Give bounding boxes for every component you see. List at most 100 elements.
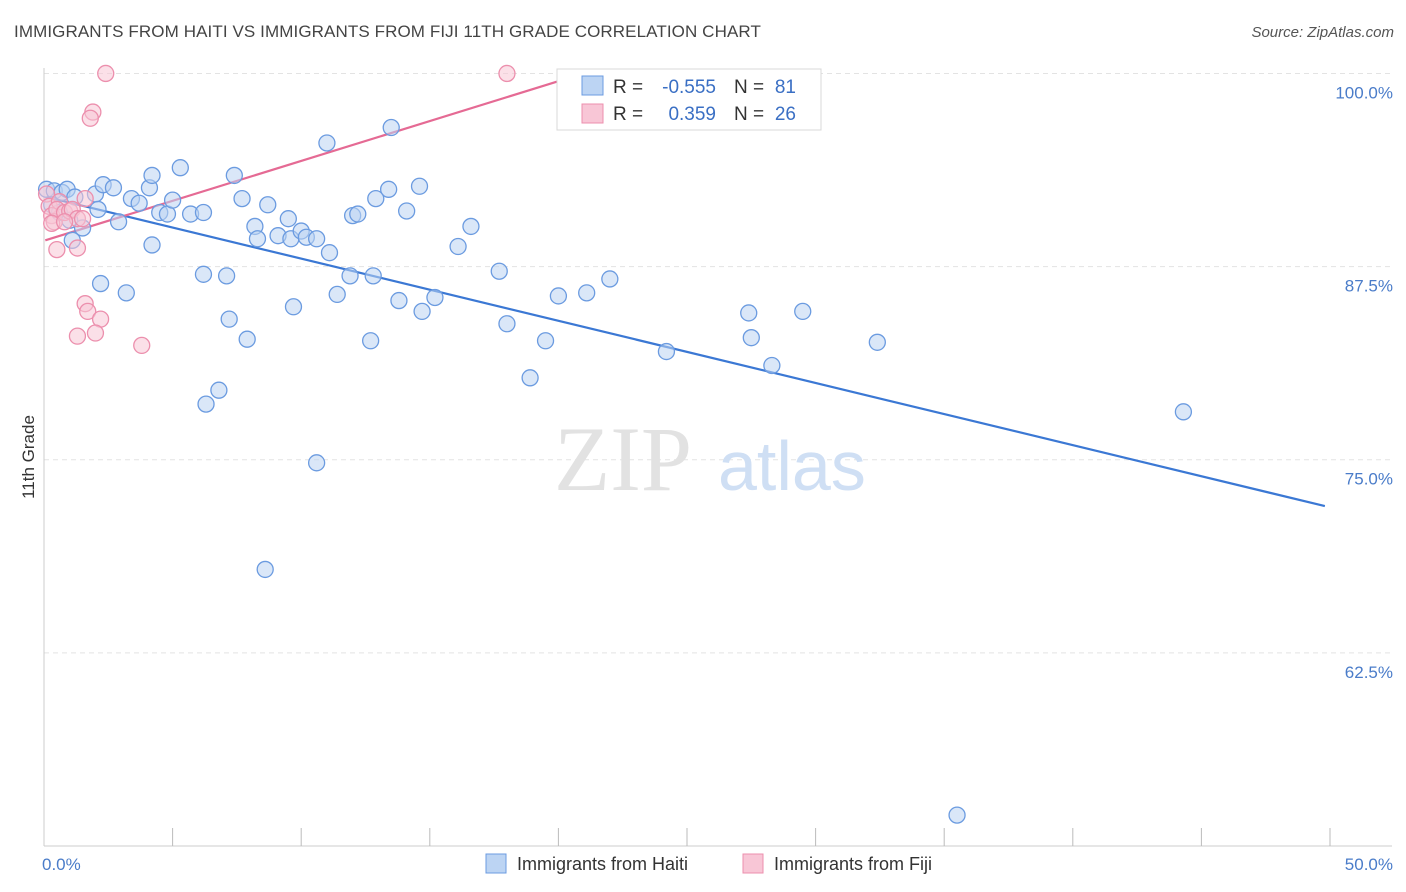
haiti-point [367, 189, 385, 208]
y-tick-label: 75.0% [1345, 470, 1393, 489]
data-points [37, 64, 1193, 824]
fiji-point [48, 240, 66, 259]
haiti-point [578, 284, 596, 302]
stats-fiji-r-label: R = [613, 104, 643, 125]
haiti-point [117, 284, 135, 302]
haiti-point [91, 274, 110, 293]
y-tick-label: 87.5% [1345, 277, 1393, 296]
haiti-point [109, 213, 128, 231]
x-tick-label: 50.0% [1345, 855, 1393, 874]
watermark: ZIP atlas [554, 408, 866, 510]
haiti-point [413, 302, 431, 321]
legend-fiji-label: Immigrants from Fiji [774, 854, 932, 874]
haiti-trend-line [46, 195, 1326, 508]
stats-haiti-r-value: -0.555 [662, 77, 716, 98]
haiti-point [398, 202, 416, 220]
haiti-point [328, 285, 346, 304]
haiti-point [130, 194, 148, 212]
fiji-point [79, 302, 97, 321]
stats-haiti-swatch [581, 75, 604, 96]
stats-fiji-r-value: 0.359 [668, 104, 716, 125]
trend-lines [44, 80, 1326, 508]
grid-lines [44, 72, 1392, 654]
fiji-point [97, 64, 115, 83]
haiti-point [210, 381, 228, 399]
legend: Immigrants from Haiti Immigrants from Fi… [485, 853, 932, 874]
stats-fiji-swatch [581, 103, 604, 124]
fiji-point [68, 239, 87, 257]
haiti-point [948, 806, 966, 824]
haiti-point [307, 454, 326, 472]
haiti-point [197, 395, 215, 413]
haiti-point [361, 332, 380, 350]
haiti-point [349, 205, 367, 223]
haiti-point [868, 333, 886, 351]
haiti-point [462, 217, 480, 236]
fiji-point [76, 189, 94, 208]
haiti-point [341, 267, 359, 285]
haiti-point [225, 166, 243, 185]
chart-title: IMMIGRANTS FROM HAITI VS IMMIGRANTS FROM… [14, 22, 761, 41]
y-axis-title: 11th Grade [19, 415, 38, 499]
haiti-point [740, 304, 758, 322]
haiti-point [410, 177, 429, 195]
stats-haiti-n-label: N = [734, 77, 764, 98]
stats-haiti-r-label: R = [613, 77, 643, 98]
haiti-point [382, 118, 400, 137]
fiji-point [81, 109, 99, 127]
haiti-point [536, 332, 555, 350]
haiti-point [217, 267, 236, 285]
fiji-point [86, 324, 105, 342]
x-tick-label: 0.0% [42, 855, 81, 874]
haiti-point [657, 342, 676, 361]
fiji-trend-line [44, 80, 559, 242]
fiji-point [68, 327, 87, 345]
haiti-point [194, 265, 213, 283]
haiti-point [379, 180, 398, 198]
haiti-point [233, 189, 251, 208]
haiti-point [794, 302, 812, 321]
haiti-point [284, 298, 303, 316]
legend-fiji-swatch [742, 853, 764, 874]
watermark-atlas: atlas [718, 427, 866, 505]
haiti-point [318, 134, 336, 152]
source-label: Source: ZipAtlas.com [1251, 24, 1394, 41]
stats-box: R = -0.555 N = 81 R = 0.359 N = 26 [556, 68, 822, 131]
y-tick-label: 100.0% [1335, 83, 1393, 102]
haiti-point [279, 210, 297, 228]
haiti-point [171, 159, 189, 177]
haiti-point [307, 230, 326, 248]
haiti-point [521, 369, 539, 387]
stats-fiji-n-value: 26 [775, 104, 796, 125]
haiti-point [763, 356, 781, 375]
y-tick-label: 62.5% [1345, 663, 1393, 682]
haiti-point [390, 291, 408, 310]
watermark-zip: ZIP [554, 408, 692, 510]
haiti-point [248, 230, 267, 248]
haiti-point [320, 244, 339, 262]
haiti-point [549, 287, 568, 305]
stats-haiti-n-value: 81 [775, 77, 796, 98]
haiti-point [143, 236, 161, 254]
haiti-point [104, 179, 123, 197]
haiti-point [143, 166, 161, 185]
haiti-point [89, 200, 107, 219]
legend-haiti-label: Immigrants from Haiti [517, 854, 688, 874]
fiji-point [73, 210, 92, 228]
y-tick-labels: 100.0% 87.5% 75.0% 62.5% [1335, 83, 1393, 681]
haiti-point [601, 270, 619, 288]
fiji-point [498, 64, 516, 83]
haiti-point [256, 560, 274, 579]
legend-haiti-swatch [485, 853, 507, 874]
haiti-point [364, 267, 382, 285]
fiji-point [55, 213, 74, 231]
haiti-point [426, 288, 444, 307]
haiti-point [163, 191, 182, 209]
x-ticks [172, 828, 1331, 846]
haiti-point [1174, 403, 1193, 421]
haiti-point [490, 262, 508, 280]
haiti-point [498, 315, 516, 333]
stats-fiji-n-label: N = [734, 104, 764, 125]
haiti-point [742, 329, 760, 347]
